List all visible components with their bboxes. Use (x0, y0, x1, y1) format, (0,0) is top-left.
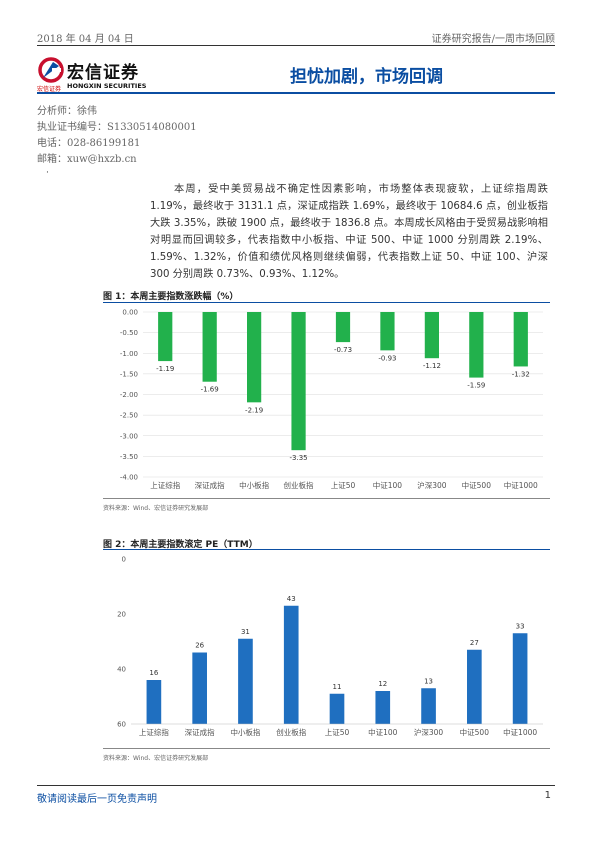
figure2-source: 资料来源：Wind、宏信证券研究发展部 (103, 755, 209, 762)
page-number: 1 (544, 790, 551, 801)
data-label: 26 (195, 642, 204, 650)
logo-sub-en: HONGXIN SECURITIES (67, 82, 147, 90)
logo-sub-cn: 宏信证券 (37, 86, 62, 93)
bar (329, 693, 345, 724)
page-title: 担忧加剧，市场回调 (290, 67, 443, 87)
bar (512, 633, 528, 724)
header-divider (37, 45, 555, 46)
disclaimer-note: 敬请阅读最后一页免责声明 (37, 794, 157, 805)
figure1-title: 图 1：本周主要指数涨跌幅（%） (103, 292, 239, 302)
x-tick-label: 中证1000 (504, 480, 538, 490)
bar (247, 312, 262, 403)
pe-bar-chart: 0 20 40 60 16 上证综指 26 深证成指 31 中小板指 43 创业板指 11 上证50 12 中… (117, 556, 543, 737)
x-tick-label: 创业板指 (284, 480, 314, 490)
y-tick-label: -1.00 (120, 350, 138, 358)
x-tick-label: 中证100 (368, 727, 398, 737)
y-tick-label: 0.00 (122, 309, 138, 317)
analyst-email: 邮箱：xuw@hxzb.cn (37, 154, 137, 165)
y-tick-label: -4.00 (120, 474, 138, 482)
data-label: 16 (149, 669, 158, 677)
data-label: -0.93 (378, 354, 396, 362)
x-tick-label: 中小板指 (239, 480, 269, 490)
data-label: 31 (241, 628, 250, 636)
title-divider (37, 92, 555, 94)
y-tick-label: -2.50 (120, 412, 138, 420)
x-tick-label: 中证500 (460, 727, 490, 737)
x-tick-label: 上证50 (331, 481, 356, 490)
x-tick-label: 中证1000 (503, 727, 537, 737)
bar (283, 605, 299, 724)
data-label: -1.59 (467, 382, 485, 390)
logo-name: 宏信证券 (67, 63, 139, 83)
data-label: -1.12 (423, 362, 441, 370)
footer-divider (37, 785, 555, 786)
analyst-phone: 电话：028-86199181 (37, 138, 141, 149)
data-label: 12 (378, 680, 387, 688)
bar (291, 312, 306, 451)
bar (469, 312, 484, 378)
analyst-name: 分析师：徐伟 (37, 106, 97, 117)
bar (202, 312, 217, 382)
y-tick-label: 0 (122, 556, 126, 564)
bar (158, 312, 173, 362)
figure2-rule (103, 549, 550, 550)
data-label: 43 (287, 595, 296, 603)
y-tick-label: 60 (117, 721, 126, 729)
data-label: -2.19 (245, 406, 263, 414)
data-label: 11 (333, 683, 342, 691)
x-tick-label: 上证综指 (139, 727, 169, 737)
x-tick-label: 沪深300 (417, 480, 447, 490)
bar (146, 680, 162, 724)
x-tick-label: 沪深300 (414, 727, 444, 737)
bar (421, 688, 436, 724)
x-tick-label: 深证成指 (185, 727, 215, 737)
y-tick-label: -3.50 (120, 453, 138, 461)
y-tick-label: -2.00 (120, 391, 138, 399)
bar (513, 312, 528, 367)
bullet-mark: · (46, 168, 49, 178)
figure2-source-rule (103, 748, 550, 749)
x-tick-label: 上证50 (325, 728, 350, 737)
x-tick-label: 创业板指 (276, 727, 306, 737)
data-label: 27 (470, 639, 479, 647)
analyst-license: 执业证书编号：S1330514080001 (37, 122, 197, 133)
company-logo: 宏信证券 宏信证券 HONGXIN SECURITIES (37, 56, 167, 93)
x-tick-label: 中小板指 (230, 727, 260, 737)
y-tick-label: 20 (117, 611, 126, 619)
figure1-source: 资料来源：Wind、宏信证券研究发展部 (103, 505, 209, 512)
analyst-info: 分析师：徐伟 执业证书编号：S1330514080001 电话：028-8619… (37, 104, 197, 168)
change-bar-chart: 0.00 -0.50 -1.00 -1.50 -2.00 -2.50 -3.00 -3.50 -… (120, 309, 543, 490)
logo-mark-icon (38, 57, 64, 83)
bar (375, 691, 391, 724)
x-tick-label: 深证成指 (195, 480, 225, 490)
y-tick-label: -0.50 (120, 329, 138, 337)
x-tick-label: 上证综指 (150, 480, 180, 490)
bar (192, 652, 207, 724)
report-category: 证券研究报告/一周市场回顾 (431, 34, 555, 45)
x-tick-label: 中证100 (373, 480, 403, 490)
y-tick-label: 40 (117, 666, 126, 674)
data-label: -0.73 (334, 346, 352, 354)
bar (380, 312, 395, 351)
data-label: 13 (424, 677, 433, 685)
data-label: -1.19 (156, 365, 174, 373)
y-tick-label: -1.50 (120, 370, 138, 378)
data-label: -1.32 (512, 370, 530, 378)
y-tick-label: -3.00 (120, 432, 138, 440)
bar (238, 638, 253, 724)
bar (335, 312, 351, 343)
figure1-source-rule (103, 498, 550, 499)
figure1-rule (103, 302, 550, 303)
data-label: 33 (516, 622, 525, 630)
x-tick-label: 中证500 (462, 480, 492, 490)
figure2-title: 图 2：本周主要指数滚定 PE（TTM） (103, 540, 258, 550)
bar (467, 649, 482, 724)
summary-paragraph: 本周，受中美贸易战不确定性因素影响，市场整体表现疲软，上证综指周跌 1.19%，… (150, 184, 548, 280)
data-label: -1.69 (201, 386, 219, 394)
data-label: -3.35 (289, 454, 307, 462)
report-date: 2018 年 04 月 04 日 (37, 34, 134, 45)
bar (424, 312, 439, 359)
